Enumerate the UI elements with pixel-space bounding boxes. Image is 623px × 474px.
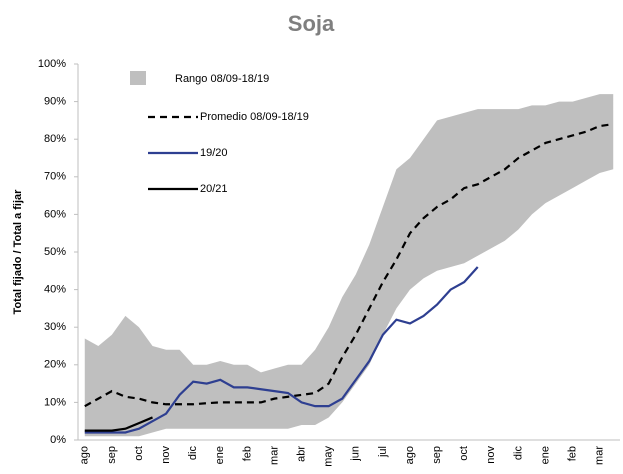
y-tick-label: 100% <box>38 58 66 70</box>
y-tick-label: 10% <box>44 396 66 408</box>
x-tick-label: ago <box>404 446 416 464</box>
x-tick-label: dic <box>512 446 524 461</box>
chart-title: Soja <box>288 11 335 36</box>
y-tick-label: 50% <box>44 246 66 258</box>
x-tick-label: oct <box>458 446 470 461</box>
y-tick-label: 70% <box>44 171 66 183</box>
x-tick-label: feb <box>241 446 253 461</box>
y-tick-label: 60% <box>44 208 66 220</box>
x-tick-label: abr <box>295 446 307 462</box>
x-tick-label: jul <box>377 446 389 458</box>
y-axis-label: Total fijado / Total a fijar <box>12 189 24 315</box>
x-tick-label: mar <box>594 446 606 465</box>
x-tick-label: may <box>323 446 335 467</box>
x-tick-label: sep <box>431 446 443 464</box>
x-tick-label: feb <box>566 446 578 461</box>
legend-swatch <box>130 71 146 85</box>
y-tick-label: 80% <box>44 133 66 145</box>
x-tick-label: ene <box>214 446 226 464</box>
series-line <box>84 416 153 432</box>
x-tick-label: ene <box>539 446 551 464</box>
y-tick-label: 30% <box>44 321 66 333</box>
y-tick-label: 40% <box>44 284 66 296</box>
legend-label: Promedio 08/09-18/19 <box>200 111 309 123</box>
x-tick-label: sep <box>106 446 118 464</box>
y-tick-label: 90% <box>44 96 66 108</box>
range-area <box>84 94 614 437</box>
series-line <box>84 123 614 408</box>
x-tick-label: dic <box>187 446 199 461</box>
y-tick-label: 0% <box>50 434 66 446</box>
x-tick-label: nov <box>160 446 172 464</box>
legend-label: Rango 08/09-18/19 <box>175 73 269 85</box>
x-tick-label: jun <box>350 446 362 462</box>
series-line <box>84 266 479 434</box>
y-tick-label: 20% <box>44 359 66 371</box>
x-tick-label: nov <box>485 446 497 464</box>
legend-label: 19/20 <box>200 147 228 159</box>
x-tick-label: ago <box>79 446 91 464</box>
x-tick-label: oct <box>133 446 145 461</box>
x-tick-label: mar <box>268 446 280 465</box>
legend-label: 20/21 <box>200 183 228 195</box>
